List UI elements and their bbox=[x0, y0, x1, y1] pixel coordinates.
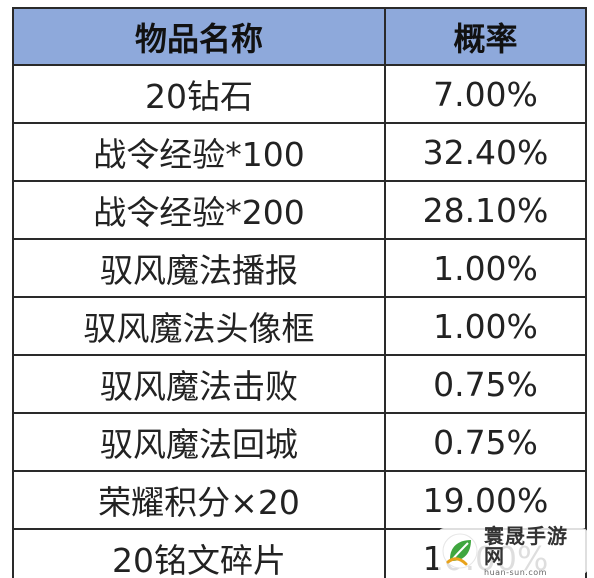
item-name-cell: 驭风魔法回城 bbox=[12, 412, 386, 472]
watermark: 寰晟手游网 huan-sun.com bbox=[438, 526, 588, 577]
probability-cell: 0.75% bbox=[384, 354, 587, 414]
table-header-row: 物品名称 概率 bbox=[12, 7, 587, 66]
watermark-url: huan-sun.com bbox=[484, 567, 547, 577]
table-row: 战令经验*100 32.40% bbox=[12, 122, 587, 182]
item-name-cell: 20铭文碎片 bbox=[12, 528, 386, 578]
watermark-text: 寰晟手游网 huan-sun.com bbox=[484, 526, 588, 577]
item-name-cell: 驭风魔法击败 bbox=[12, 354, 386, 414]
table-row: 驭风魔法击败 0.75% bbox=[12, 354, 587, 414]
table-row: 驭风魔法播报 1.00% bbox=[12, 238, 587, 298]
probability-cell: 0.75% bbox=[384, 412, 587, 472]
item-name-cell: 20钻石 bbox=[12, 64, 386, 124]
table-row: 驭风魔法头像框 1.00% bbox=[12, 296, 587, 356]
leaf-logo-icon bbox=[442, 533, 478, 569]
header-probability: 概率 bbox=[384, 7, 587, 66]
probability-table: 物品名称 概率 20钻石 7.00% 战令经验*100 32.40% 战令经验*… bbox=[12, 7, 587, 578]
item-name-cell: 荣耀积分×20 bbox=[12, 470, 386, 530]
table-row: 20钻石 7.00% bbox=[12, 64, 587, 124]
table-row: 驭风魔法回城 0.75% bbox=[12, 412, 587, 472]
item-name-cell: 驭风魔法头像框 bbox=[12, 296, 386, 356]
item-name-cell: 战令经验*200 bbox=[12, 180, 386, 240]
probability-cell: 28.10% bbox=[384, 180, 587, 240]
item-name-cell: 战令经验*100 bbox=[12, 122, 386, 182]
probability-cell: 1.00% bbox=[384, 296, 587, 356]
probability-cell: 7.00% bbox=[384, 64, 587, 124]
probability-cell: 1.00% bbox=[384, 238, 587, 298]
table-row: 荣耀积分×20 19.00% bbox=[12, 470, 587, 530]
probability-cell: 32.40% bbox=[384, 122, 587, 182]
watermark-name: 寰晟手游网 bbox=[484, 523, 568, 568]
item-name-cell: 驭风魔法播报 bbox=[12, 238, 386, 298]
table-row: 战令经验*200 28.10% bbox=[12, 180, 587, 240]
header-item-name: 物品名称 bbox=[12, 7, 386, 66]
probability-cell: 19.00% bbox=[384, 470, 587, 530]
